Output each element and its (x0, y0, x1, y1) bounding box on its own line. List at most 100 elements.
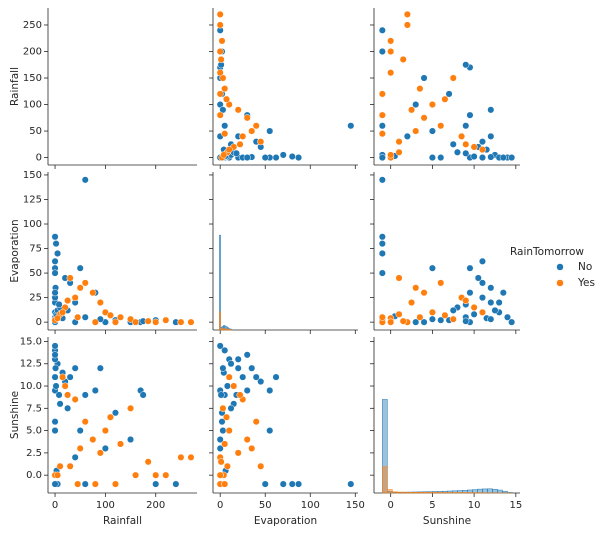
point (487, 106, 495, 114)
point (243, 435, 251, 444)
point (81, 279, 89, 287)
point (266, 427, 274, 435)
point (81, 480, 89, 488)
point (437, 316, 445, 324)
point (399, 317, 407, 325)
point (51, 480, 59, 488)
point (487, 284, 495, 292)
hist-bar (492, 488, 498, 494)
point (221, 122, 229, 130)
hist-bar (397, 491, 403, 494)
point (378, 47, 386, 56)
point (71, 294, 79, 302)
point (96, 364, 104, 372)
point (66, 274, 74, 282)
point (66, 462, 74, 470)
point (217, 458, 225, 466)
point (378, 111, 386, 119)
point (54, 249, 62, 258)
point (132, 318, 140, 326)
point (288, 152, 296, 161)
point (217, 55, 225, 63)
point (220, 151, 228, 159)
point (71, 453, 79, 461)
y-tick-label: 0 (36, 153, 42, 164)
point (288, 480, 296, 488)
point (420, 74, 428, 82)
point (71, 395, 79, 403)
point (478, 146, 487, 154)
point (74, 313, 82, 321)
point (227, 360, 235, 368)
point (216, 47, 224, 56)
point (407, 298, 416, 307)
point (243, 154, 251, 162)
point (101, 444, 109, 452)
point (387, 69, 395, 77)
point (428, 264, 436, 272)
point (403, 10, 411, 18)
point (378, 249, 386, 258)
point (59, 308, 67, 316)
point (449, 315, 457, 323)
point (239, 373, 247, 381)
point (221, 440, 229, 448)
point (470, 310, 478, 318)
point (230, 382, 238, 390)
point (243, 386, 251, 395)
point (219, 404, 227, 412)
point (248, 444, 256, 452)
y-tick-label: 100 (23, 100, 42, 111)
y-tick-label: 200 (23, 46, 42, 57)
point (64, 297, 72, 305)
point (81, 176, 89, 184)
point (51, 351, 59, 359)
point (132, 471, 140, 479)
point (295, 154, 303, 162)
x-tick-label: 200 (146, 500, 165, 511)
point (152, 471, 160, 479)
point (441, 95, 449, 103)
point (378, 122, 386, 130)
point (420, 114, 428, 122)
point (116, 313, 125, 321)
point (223, 462, 231, 470)
point (462, 297, 470, 305)
point (172, 480, 180, 488)
point (139, 391, 147, 399)
point (81, 391, 89, 399)
point (216, 69, 224, 77)
point (378, 176, 386, 184)
x-axis-label: Rainfall (103, 515, 142, 527)
point (219, 427, 227, 435)
legend-marker (556, 279, 564, 287)
x-axis-label: Evaporation (254, 515, 317, 527)
point (416, 85, 424, 93)
hist-bar (427, 492, 433, 494)
point (54, 471, 62, 479)
x-tick-label: 15 (509, 500, 522, 511)
point (395, 310, 403, 318)
point (234, 449, 242, 457)
point (234, 364, 242, 372)
point (387, 318, 395, 326)
point (236, 391, 244, 399)
point (395, 274, 403, 282)
point (458, 132, 466, 140)
point (216, 111, 224, 119)
point (272, 373, 280, 381)
hist-bar (497, 489, 503, 494)
point (474, 274, 482, 282)
point (218, 418, 226, 426)
point (261, 480, 269, 488)
point (51, 257, 59, 265)
point (347, 122, 355, 130)
x-tick-label: 10 (468, 500, 481, 511)
point (81, 418, 89, 426)
point (252, 122, 260, 130)
point (59, 373, 67, 381)
point (428, 308, 436, 316)
point (378, 26, 386, 34)
hist-bar (437, 492, 443, 494)
point (487, 315, 495, 323)
